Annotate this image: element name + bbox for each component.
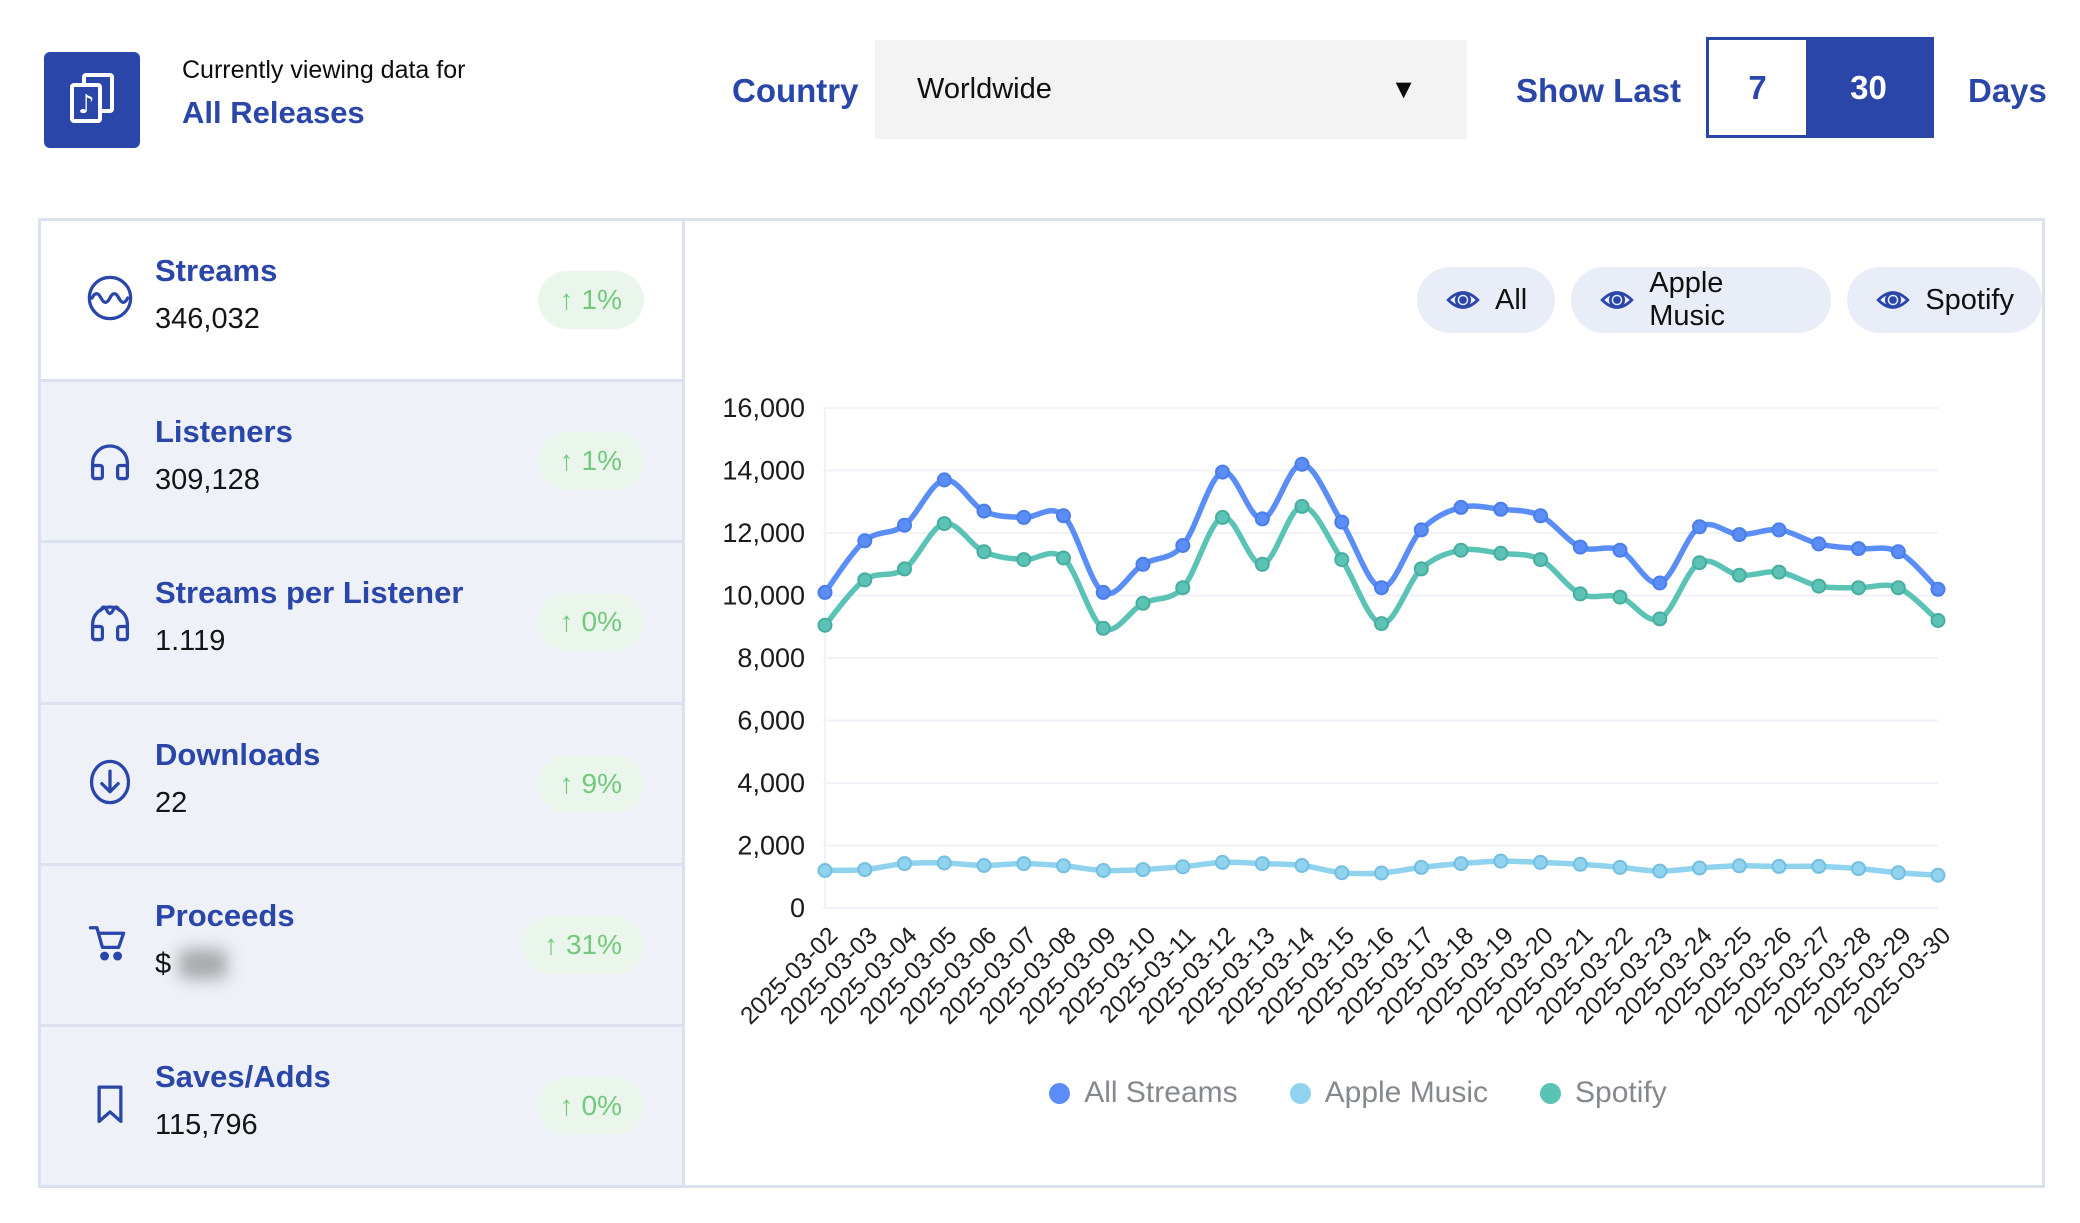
- svg-text:14,000: 14,000: [722, 456, 805, 486]
- eye-icon: [1600, 291, 1635, 309]
- days-option-30[interactable]: 30: [1806, 40, 1931, 135]
- stat-card-streams-per-listener[interactable]: Streams per Listener 1.119 ↑ 0%: [41, 543, 682, 705]
- series-all-streams[interactable]: [817, 456, 1946, 600]
- legend-dot-all-streams: [1049, 1082, 1071, 1104]
- stats-sidebar: Streams 346,032 ↑ 1% Listeners 309,128 ↑ 1…: [41, 221, 685, 1186]
- up-arrow-icon: ↑: [559, 606, 574, 638]
- stat-value: $: [155, 947, 228, 981]
- cart-icon: [85, 918, 135, 968]
- filter-label: All: [1495, 283, 1528, 316]
- filter-apple-music-button[interactable]: Apple Music: [1571, 267, 1832, 333]
- stat-label: Downloads: [155, 736, 321, 772]
- svg-text:8,000: 8,000: [737, 643, 805, 673]
- headphones-icon: [85, 434, 135, 484]
- caret-down-icon: ▼: [1390, 74, 1417, 104]
- up-arrow-icon: ↑: [559, 445, 574, 477]
- stat-card-proceeds[interactable]: Proceeds $ ↑ 31%: [41, 865, 682, 1027]
- stat-value: 346,032: [155, 303, 260, 335]
- country-label: Country: [732, 72, 859, 109]
- stat-label: Proceeds: [155, 897, 295, 933]
- proceeds-currency: $: [155, 947, 172, 980]
- filter-label: Apple Music: [1649, 267, 1725, 332]
- streams-chart[interactable]: 0 2,000 4,000 6,000 8,000 10,000 12,000 14,000 1…: [693, 393, 2023, 1093]
- change-badge: ↑ 0%: [537, 1076, 644, 1135]
- change-value: 31%: [565, 928, 622, 960]
- eye-icon: [1446, 291, 1480, 309]
- up-arrow-icon: ↑: [559, 284, 574, 315]
- filter-spotify-button[interactable]: Spotify: [1847, 267, 2042, 333]
- svg-text:2,000: 2,000: [737, 831, 805, 861]
- stat-value: 22: [155, 786, 188, 819]
- stat-card-saves-adds[interactable]: Saves/Adds 115,796 ↑ 0%: [41, 1026, 682, 1186]
- proceeds-masked-value: [179, 948, 228, 979]
- chart-legend: All Streams Apple Music Spotify: [693, 1076, 2023, 1110]
- svg-text:10,000: 10,000: [722, 581, 805, 611]
- svg-text:♪: ♪: [78, 90, 95, 120]
- stat-value: 309,128: [155, 464, 260, 497]
- chart-grid: 0 2,000 4,000 6,000 8,000 10,000 12,000 14,000 1…: [722, 393, 1938, 923]
- change-value: 1%: [581, 445, 622, 477]
- change-value: 0%: [581, 606, 622, 638]
- legend-item-spotify[interactable]: Spotify: [1540, 1076, 1667, 1110]
- svg-text:6,000: 6,000: [737, 706, 805, 736]
- wave-circle-icon: [85, 273, 135, 323]
- stat-label: Streams: [155, 253, 278, 288]
- change-badge: ↑ 1%: [537, 271, 644, 329]
- stat-label: Saves/Adds: [155, 1058, 331, 1094]
- days-option-7[interactable]: 7: [1709, 40, 1806, 135]
- days-label: Days: [1968, 72, 2047, 109]
- change-badge: ↑ 9%: [537, 754, 644, 813]
- eye-icon: [1876, 291, 1911, 309]
- svg-text:16,000: 16,000: [722, 393, 805, 423]
- legend-label: Spotify: [1575, 1076, 1667, 1109]
- country-select[interactable]: Worldwide ▼: [875, 40, 1467, 139]
- series-spotify[interactable]: [817, 498, 1946, 636]
- releases-logo-icon: ♪: [70, 73, 114, 123]
- days-toggle: 7 30: [1706, 37, 1934, 138]
- up-arrow-icon: ↑: [543, 928, 558, 960]
- svg-text:0: 0: [790, 893, 805, 923]
- series-apple-music[interactable]: [817, 853, 1946, 883]
- legend-item-all-streams[interactable]: All Streams: [1049, 1076, 1238, 1110]
- stat-card-downloads[interactable]: Downloads 22 ↑ 9%: [41, 704, 682, 866]
- change-badge: ↑ 0%: [537, 593, 644, 652]
- filter-all-button[interactable]: All: [1417, 267, 1556, 333]
- bookmark-icon: [85, 1079, 135, 1129]
- legend-item-apple-music[interactable]: Apple Music: [1289, 1076, 1489, 1110]
- change-badge: ↑ 1%: [537, 432, 644, 491]
- up-arrow-icon: ↑: [559, 767, 574, 799]
- stat-card-streams[interactable]: Streams 346,032 ↑ 1%: [41, 221, 682, 383]
- chart-x-axis-labels: 2025-03-022025-03-032025-03-042025-03-05…: [736, 922, 1957, 1030]
- country-selected-value: Worldwide: [917, 73, 1052, 105]
- legend-label: All Streams: [1084, 1076, 1238, 1109]
- series-visibility-filters: All Apple Music Spotify: [1417, 267, 2042, 333]
- svg-text:4,000: 4,000: [737, 768, 805, 798]
- change-value: 1%: [581, 284, 622, 315]
- analytics-panel: Streams 346,032 ↑ 1% Listeners 309,128 ↑ 1…: [38, 218, 2045, 1188]
- download-circle-icon: [85, 757, 135, 807]
- show-last-label: Show Last: [1516, 72, 1682, 109]
- up-arrow-icon: ↑: [559, 1089, 574, 1121]
- viewing-target[interactable]: All Releases: [182, 95, 365, 130]
- stat-card-listeners[interactable]: Listeners 309,128 ↑ 1%: [41, 382, 682, 544]
- viewing-label: Currently viewing data for: [182, 56, 466, 84]
- viewing-block: Currently viewing data for All Releases: [182, 56, 465, 131]
- headphones-wave-icon: [85, 595, 135, 645]
- legend-label: Apple Music: [1324, 1076, 1489, 1109]
- legend-dot-spotify: [1540, 1082, 1562, 1104]
- change-value: 0%: [581, 1089, 622, 1121]
- change-badge: ↑ 31%: [521, 915, 644, 974]
- filter-label: Spotify: [1925, 283, 2014, 316]
- svg-text:12,000: 12,000: [722, 518, 805, 548]
- app-logo[interactable]: ♪: [44, 52, 140, 148]
- change-value: 9%: [581, 767, 622, 799]
- legend-dot-apple-music: [1289, 1082, 1311, 1104]
- stat-label: Streams per Listener: [155, 575, 464, 611]
- stat-value: 1.119: [155, 625, 226, 658]
- stat-label: Listeners: [155, 414, 293, 450]
- stat-value: 115,796: [155, 1108, 258, 1141]
